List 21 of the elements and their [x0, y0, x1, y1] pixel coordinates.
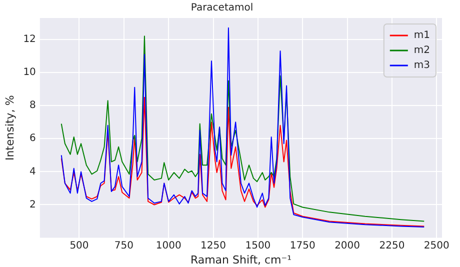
- legend-label: m2: [414, 45, 430, 56]
- y-tick-label: 6: [30, 133, 36, 144]
- x-tick-label: 1750: [290, 240, 316, 252]
- x-tick-label: 2500: [424, 240, 450, 252]
- x-tick-label: 1500: [245, 240, 271, 252]
- y-tick-label: 12: [23, 34, 36, 46]
- legend-label: m1: [414, 30, 430, 42]
- chart-title: Paracetamol: [190, 2, 254, 14]
- x-tick-label: 2000: [334, 240, 360, 252]
- y-axis-title: Intensity, %: [3, 95, 16, 161]
- x-tick-label: 750: [114, 240, 134, 252]
- x-tick-label: 1000: [156, 240, 182, 252]
- y-tick-label: 4: [30, 166, 36, 178]
- x-tick-label: 1250: [200, 240, 226, 252]
- legend-label: m3: [414, 60, 430, 72]
- y-tick-label: 8: [30, 100, 36, 112]
- y-tick-label: 10: [23, 67, 36, 78]
- x-tick-label: 2250: [379, 240, 405, 252]
- y-tick-label: 2: [30, 199, 36, 210]
- x-tick-label: 500: [70, 240, 89, 252]
- x-axis-title: Raman Shift, cm⁻¹: [190, 253, 292, 266]
